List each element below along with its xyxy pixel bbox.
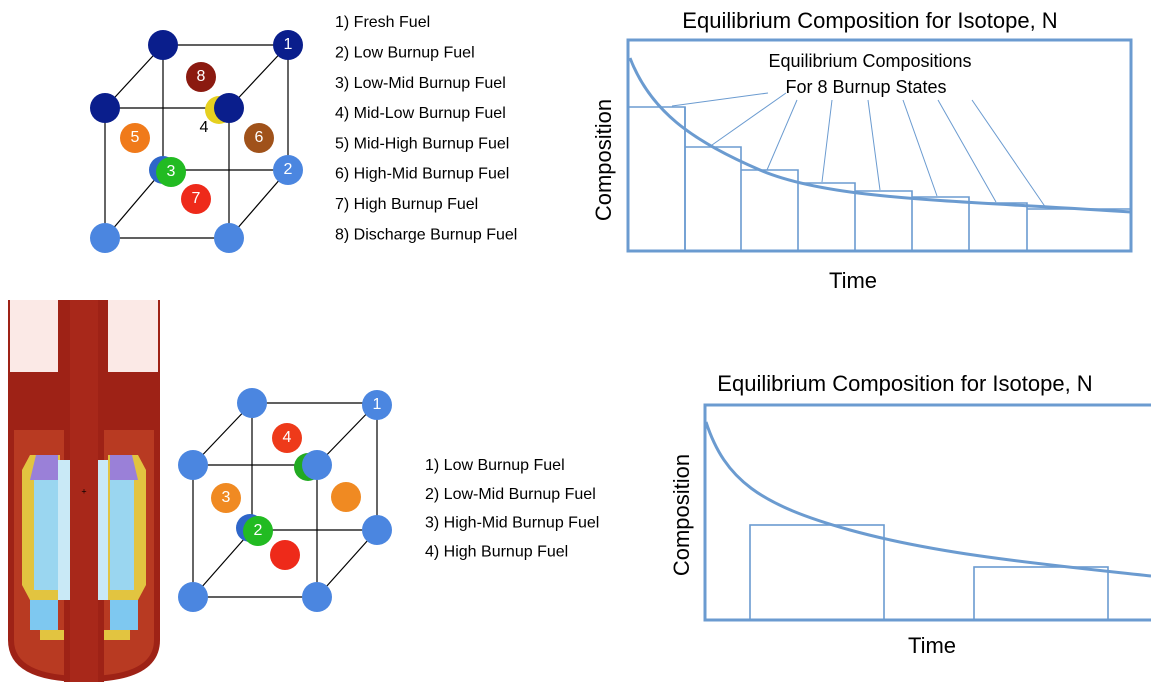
cube-label: 3 [167, 163, 176, 180]
y-label: Composition [669, 454, 694, 576]
legend-item: 5) Mid-High Burnup Fuel [335, 135, 509, 152]
step-box [749, 524, 885, 621]
annotation: Equilibrium Compositions [768, 51, 971, 71]
step-box [973, 566, 1109, 621]
top-legend: 1) Fresh Fuel 2) Low Burnup Fuel 3) Low-Mi… [335, 14, 517, 243]
chart-frame [626, 38, 1133, 253]
top-chart: Equilibrium Composition for Isotope, N E… [591, 8, 1133, 293]
cube-label: 2 [284, 161, 293, 178]
legend-item: 2) Low Burnup Fuel [335, 45, 475, 62]
y-label: Composition [591, 99, 616, 221]
steps [628, 107, 1131, 252]
bottom-legend: 1) Low Burnup Fuel 2) Low-Mid Burnup Fuel… [425, 457, 599, 560]
x-label: Time [829, 268, 877, 293]
x-label: Time [908, 633, 956, 658]
cube-label: 7 [192, 190, 201, 207]
legend-item: 2) Low-Mid Burnup Fuel [425, 486, 596, 503]
legend-item: 6) High-Mid Burnup Fuel [335, 166, 509, 183]
curve [704, 421, 1151, 578]
legend-item: 4) High Burnup Fuel [425, 543, 568, 560]
cube-label: 4 [283, 429, 292, 446]
cube-label: 4 [200, 119, 209, 136]
chart-title: Equilibrium Composition for Isotope, N [682, 8, 1057, 33]
cube-label: 6 [255, 129, 264, 146]
bottom-chart: Equilibrium Composition for Isotope, N C… [669, 371, 1151, 658]
chart-frame [703, 403, 1151, 622]
steps [628, 106, 1131, 251]
legend-item: 3) High-Mid Burnup Fuel [425, 515, 599, 532]
legend-item: 4) Mid-Low Burnup Fuel [335, 105, 506, 122]
top-cube: 1 2 3 4 5 6 7 8 [90, 30, 303, 253]
legend-item: 1) Fresh Fuel [335, 14, 430, 31]
cube-label: 1 [284, 36, 293, 53]
chart-title: Equilibrium Composition for Isotope, N [717, 371, 1092, 396]
cube-label: 3 [222, 489, 231, 506]
cube-label: 8 [197, 68, 206, 85]
legend-item: 8) Discharge Burnup Fuel [335, 226, 517, 243]
pointer-lines [671, 92, 1047, 209]
cube-label: 1 [373, 396, 382, 413]
cube-label: 2 [254, 522, 263, 539]
annotation: For 8 Burnup States [785, 77, 946, 97]
legend-item: 3) Low-Mid Burnup Fuel [335, 75, 506, 92]
center-mark: + [81, 486, 86, 496]
reactor-image: + [8, 300, 160, 682]
legend-item: 7) High Burnup Fuel [335, 196, 478, 213]
bottom-cube: 1 2 3 4 [178, 388, 392, 612]
cube-label: 5 [131, 129, 140, 146]
legend-item: 1) Low Burnup Fuel [425, 457, 565, 474]
curve [628, 57, 1132, 214]
